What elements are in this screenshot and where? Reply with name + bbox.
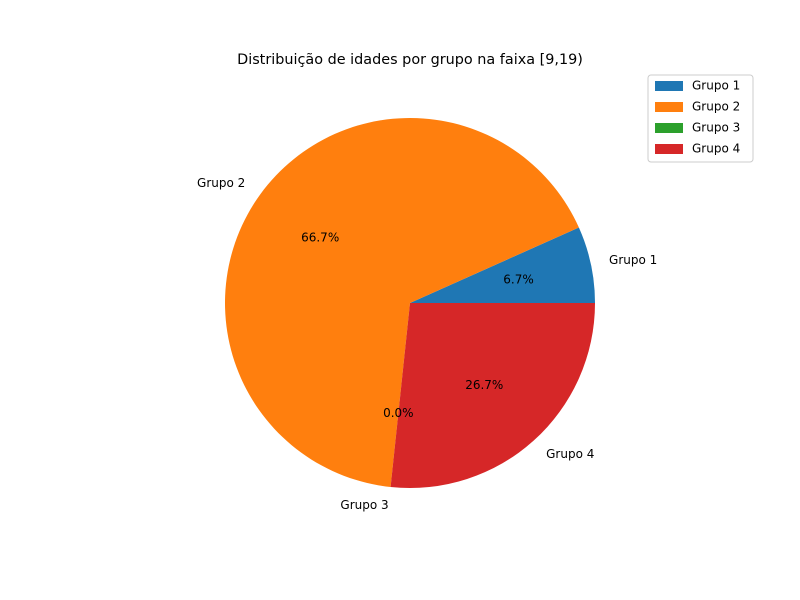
slice-grupo-4 [390, 303, 595, 489]
category-label-grupo-1: Grupo 1 [609, 253, 657, 267]
legend-swatch-grupo-4 [655, 144, 683, 154]
percent-label-grupo-2: 66.7% [301, 230, 339, 244]
slice-grupo-2 [225, 118, 579, 487]
category-label-grupo-3: Grupo 3 [340, 498, 388, 512]
chart-title: Distribuição de idades por grupo na faix… [237, 52, 583, 68]
category-label-grupo-4: Grupo 4 [546, 447, 594, 461]
legend-label-grupo-4: Grupo 4 [692, 142, 740, 156]
percent-label-grupo-4: 26.7% [465, 378, 503, 392]
percent-label-grupo-3: 0.0% [383, 406, 414, 420]
legend-frame [647, 74, 754, 163]
pie-labels: Grupo 1 6.7% Grupo 2 66.7% Grupo 3 0.0% Grupo … [197, 176, 657, 512]
slice-grupo-1 [410, 227, 595, 303]
percent-label-grupo-1: 6.7% [503, 272, 534, 286]
pie-slices [225, 118, 595, 489]
legend-swatch-grupo-3 [655, 123, 683, 133]
legend-label-grupo-2: Grupo 2 [692, 100, 740, 114]
legend-label-grupo-3: Grupo 3 [692, 121, 740, 135]
legend: Grupo 1 Grupo 2 Grupo 3 Grupo 4 [647, 74, 754, 163]
legend-swatch-grupo-2 [655, 102, 683, 112]
legend-swatch-grupo-1 [655, 81, 683, 91]
category-label-grupo-2: Grupo 2 [197, 176, 245, 190]
legend-label-grupo-1: Grupo 1 [692, 79, 740, 93]
